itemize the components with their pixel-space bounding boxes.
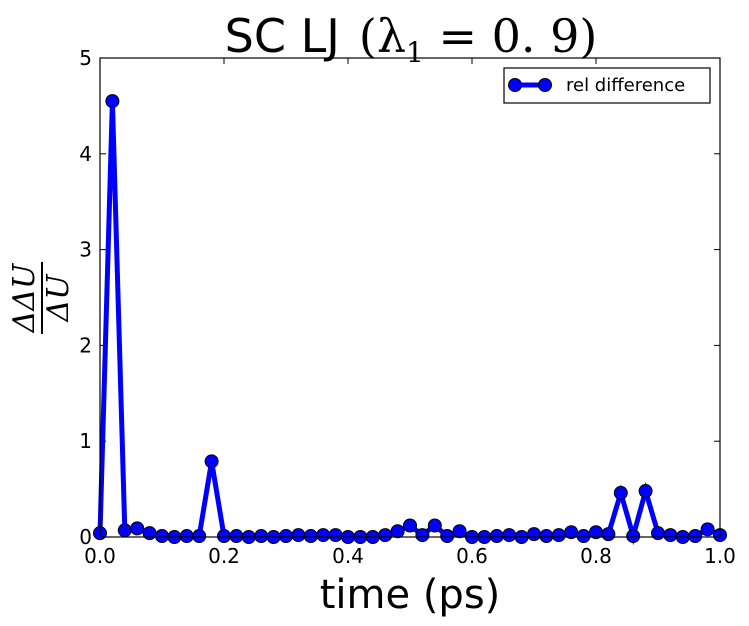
data-point	[118, 524, 131, 537]
data-point	[230, 530, 243, 543]
data-point	[404, 519, 417, 532]
y-tick-label: 4	[79, 142, 92, 166]
data-point	[652, 527, 665, 540]
y-tick-label: 5	[79, 46, 92, 70]
series-line-rel-difference	[100, 101, 720, 537]
x-tick-label: 0.8	[580, 544, 612, 568]
data-point	[552, 529, 565, 542]
data-point	[416, 529, 429, 542]
data-point	[602, 528, 615, 541]
y-axis-label-numerator: ΔΔU	[7, 262, 42, 333]
x-tick-label: 0.6	[456, 544, 488, 568]
data-point	[292, 529, 305, 542]
x-axis-ticks: 0.0 0.2 0.4 0.6 0.8 1.0	[84, 58, 736, 568]
data-point	[218, 530, 231, 543]
series-markers	[94, 95, 727, 544]
y-axis-label: ΔΔU ΔU	[7, 262, 76, 334]
y-tick-label: 3	[79, 238, 92, 262]
data-point	[106, 95, 119, 108]
x-tick-label: 0.4	[332, 544, 364, 568]
data-point	[193, 530, 206, 543]
data-point	[490, 530, 503, 543]
plot-frame	[100, 58, 720, 537]
y-axis-label-denominator: ΔU	[41, 273, 76, 323]
data-point	[627, 530, 640, 543]
y-tick-label: 0	[79, 525, 92, 549]
data-point	[329, 529, 342, 542]
data-point	[280, 530, 293, 543]
chart-title-prefix: SC LJ	[225, 9, 340, 63]
y-tick-label: 1	[79, 429, 92, 453]
data-point	[701, 523, 714, 536]
data-point	[689, 530, 702, 543]
data-point	[317, 529, 330, 542]
data-point	[428, 519, 441, 532]
data-point	[540, 530, 553, 543]
x-tick-label: 0.2	[208, 544, 240, 568]
chart-title-math-rest: = 0. 9)	[424, 9, 598, 63]
data-point	[304, 530, 317, 543]
data-point	[143, 527, 156, 540]
data-point	[379, 529, 392, 542]
plot-area	[94, 95, 727, 544]
data-point	[614, 486, 627, 499]
data-point	[639, 485, 652, 498]
chart-title-math: (λ	[359, 9, 406, 63]
data-point	[664, 529, 677, 542]
data-point	[577, 530, 590, 543]
data-point	[156, 530, 169, 543]
x-axis-label: time (ps)	[320, 572, 501, 618]
legend-marker	[509, 79, 522, 92]
data-point	[391, 525, 404, 538]
y-axis-ticks: 0 1 2 3 4 5	[79, 46, 720, 549]
x-tick-label: 1.0	[704, 544, 736, 568]
legend-label: rel difference	[566, 75, 685, 96]
data-point	[180, 530, 193, 543]
legend: rel difference	[504, 68, 710, 103]
legend-marker	[539, 79, 552, 92]
y-tick-label: 2	[79, 333, 92, 357]
chart-title-subscript: 1	[406, 36, 424, 69]
data-point	[131, 522, 144, 535]
data-point	[503, 529, 516, 542]
data-point	[205, 455, 218, 468]
data-point	[255, 530, 268, 543]
data-point	[453, 525, 466, 538]
data-point	[441, 530, 454, 543]
data-point	[528, 528, 541, 541]
chart-title: SC LJ (λ1 = 0. 9)	[225, 9, 598, 69]
